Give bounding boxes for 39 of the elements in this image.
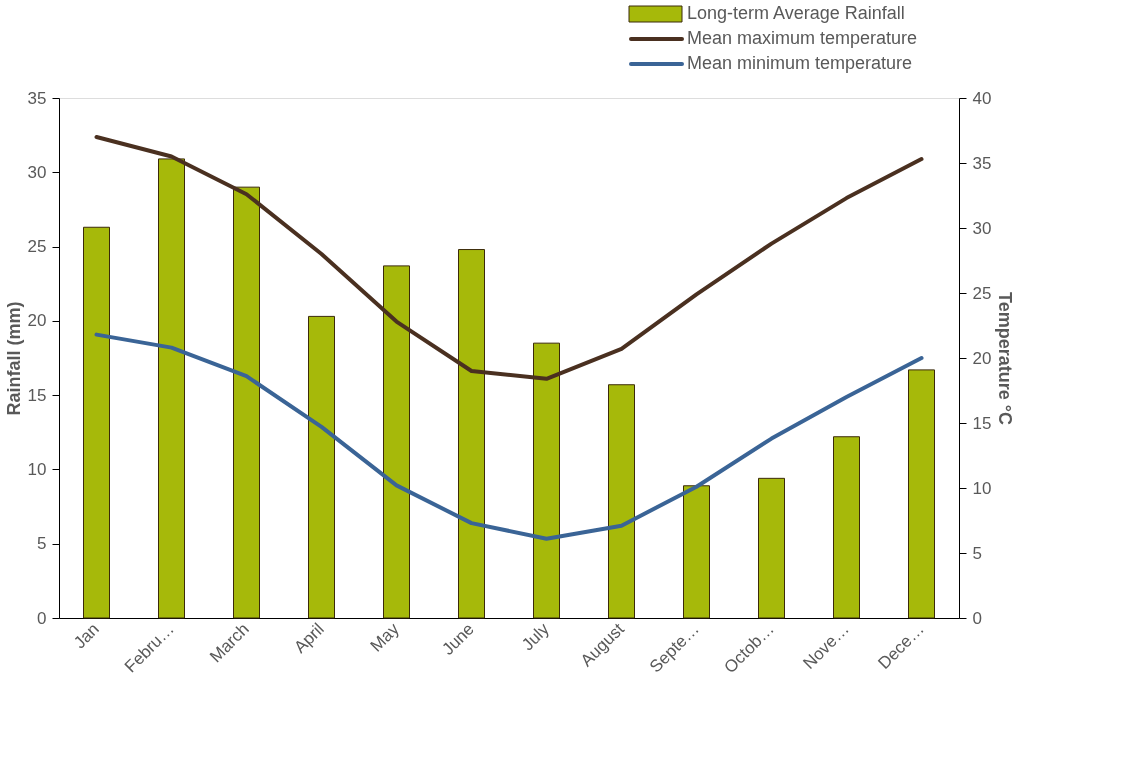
bar [608, 384, 635, 619]
y-axis-title: Rainfall (mm) [3, 301, 24, 416]
bar [458, 249, 485, 619]
y-tick-label: 5 [37, 534, 47, 554]
bar [233, 186, 260, 619]
legend-label: Mean minimum temperature [687, 53, 913, 73]
y-tick-label: 25 [27, 237, 47, 257]
bar [833, 436, 860, 619]
y2-tick-label: 20 [972, 348, 992, 368]
y-tick-label: 30 [27, 162, 47, 182]
y2-axis-title: Temperature °C [995, 292, 1016, 425]
bar [158, 158, 185, 619]
x-tick-label: Jan [70, 619, 103, 653]
bar [908, 369, 935, 619]
y-tick-label: 20 [27, 311, 47, 331]
bar [758, 477, 785, 619]
bar [683, 485, 710, 619]
line-series [94, 332, 924, 541]
y-tick-label: 10 [27, 459, 47, 479]
y-tick-label: 0 [37, 608, 47, 628]
x-tick-label: May [366, 619, 404, 656]
y-tick-label: 35 [27, 88, 47, 108]
bar [533, 342, 560, 619]
y-tick-label: 15 [27, 385, 47, 405]
y2-tick-label: 10 [972, 478, 992, 498]
bar [308, 315, 335, 619]
y2-tick-label: 30 [972, 218, 992, 238]
y2-tick-label: 5 [972, 543, 982, 563]
x-tick-label: July [518, 619, 554, 655]
bar [83, 226, 110, 619]
y2-tick-label: 35 [972, 153, 992, 173]
legend-label: Mean maximum temperature [687, 28, 918, 48]
legend-label: Long-term Average Rainfall [687, 3, 905, 23]
y2-tick-label: 15 [972, 413, 992, 433]
y2-tick-label: 40 [972, 88, 992, 108]
y2-tick-label: 0 [972, 608, 982, 628]
y2-tick-label: 25 [972, 283, 992, 303]
bar [383, 265, 410, 619]
line-series [94, 135, 924, 381]
